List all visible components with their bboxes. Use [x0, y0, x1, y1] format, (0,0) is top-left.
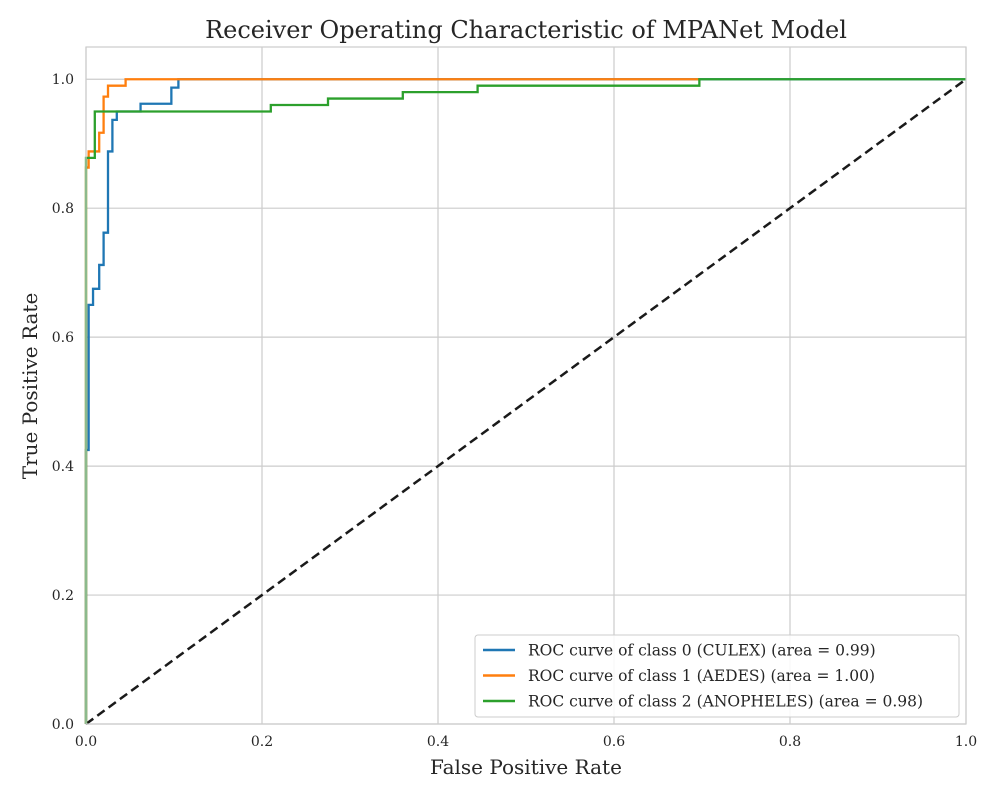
legend-label-class-2: ROC curve of class 2 (ANOPHELES) (area =…	[528, 693, 923, 711]
plot-frame	[85, 46, 967, 725]
plot-background	[86, 47, 966, 724]
roc-curve-class-2	[84, 78, 966, 724]
chart-title: Receiver Operating Characteristic of MPA…	[205, 16, 847, 44]
x-tick-label: 0.4	[427, 734, 449, 750]
plot-area	[84, 46, 967, 726]
roc-curve-class-0	[84, 78, 966, 724]
legend: ROC curve of class 0 (CULEX) (area = 0.9…	[474, 634, 960, 718]
x-tick-label: 0.2	[251, 734, 273, 750]
x-axis-label: False Positive Rate	[430, 755, 622, 779]
x-tick-label: 1.0	[955, 734, 977, 750]
y-tick-label: 0.0	[52, 717, 74, 733]
y-tick-label: 0.6	[52, 330, 74, 346]
x-axis-ticks: 0.0 0.2 0.4 0.6 0.8 1.0	[75, 734, 977, 750]
roc-curve-class-1	[84, 78, 700, 724]
legend-entries: ROC curve of class 0 (CULEX) (area = 0.9…	[483, 642, 923, 711]
legend-label-class-1: ROC curve of class 1 (AEDES) (area = 1.0…	[528, 667, 875, 685]
y-axis-label: True Positive Rate	[18, 293, 42, 480]
y-tick-label: 1.0	[52, 72, 74, 88]
x-tick-label: 0.6	[603, 734, 625, 750]
y-tick-label: 0.4	[52, 459, 74, 475]
y-tick-label: 0.2	[52, 588, 74, 604]
x-tick-label: 0.0	[75, 734, 97, 750]
y-axis-ticks: 0.0 0.2 0.4 0.6 0.8 1.0	[52, 72, 74, 733]
series-layer	[84, 78, 966, 724]
legend-box	[474, 634, 960, 718]
x-tick-label: 0.8	[779, 734, 801, 750]
legend-label-class-0: ROC curve of class 0 (CULEX) (area = 0.9…	[528, 642, 876, 660]
y-tick-label: 0.8	[52, 201, 74, 217]
